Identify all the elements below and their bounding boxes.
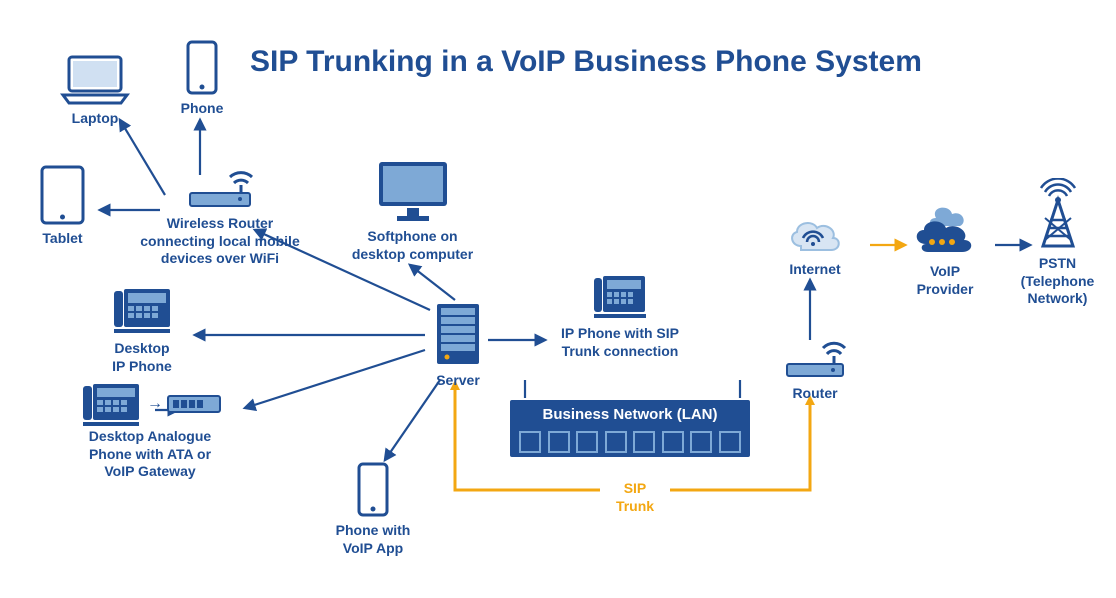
mobile-icon — [357, 462, 389, 517]
label-softphone: Softphone on desktop computer — [340, 228, 485, 263]
node-router: Router — [775, 338, 855, 403]
label-voip-provider: VoIP Provider — [900, 263, 990, 298]
node-desktop-ip-phone: Desktop IP Phone — [92, 285, 192, 375]
node-analogue-phone: → Desktop Analogue Phone with ATA or VoI… — [50, 380, 250, 481]
cloud-voip-icon — [906, 200, 984, 258]
lan-windows-icon — [510, 427, 750, 457]
ata-box-icon — [167, 395, 221, 413]
label-ip-phone-sip: IP Phone with SIP Trunk connection — [550, 325, 690, 360]
node-internet: Internet — [775, 210, 855, 279]
server-icon — [433, 302, 483, 367]
node-ip-phone-sip: IP Phone with SIP Trunk connection — [550, 272, 690, 360]
label-tablet: Tablet — [25, 230, 100, 248]
tower-icon — [1033, 178, 1083, 250]
node-business-lan: Business Network (LAN) — [510, 400, 750, 457]
node-wireless-router: Wireless Router connecting local mobile … — [135, 165, 305, 268]
wireless-router-icon — [180, 165, 260, 210]
label-server: Server — [428, 372, 488, 390]
cloud-internet-icon — [783, 210, 847, 256]
tablet-icon — [40, 165, 85, 225]
label-laptop: Laptop — [40, 110, 150, 128]
label-internet: Internet — [775, 261, 855, 279]
node-phone: Phone — [172, 40, 232, 118]
laptop-icon — [59, 55, 131, 105]
title-text: SIP Trunking in a VoIP Business Phone Sy… — [250, 45, 922, 78]
ip-phone-icon — [591, 272, 649, 320]
node-laptop: Laptop — [40, 55, 150, 128]
label-wireless-router: Wireless Router connecting local mobile … — [135, 215, 305, 268]
phone-icon — [186, 40, 218, 95]
label-router: Router — [775, 385, 855, 403]
analogue-phone-icon — [79, 380, 143, 428]
label-pstn: PSTN (Telephone Network) — [1010, 255, 1105, 308]
sip-trunk-label: SIP Trunk — [600, 480, 670, 515]
label-analogue-phone: Desktop Analogue Phone with ATA or VoIP … — [50, 428, 250, 481]
label-business-lan: Business Network (LAN) — [510, 400, 750, 427]
router-icon — [779, 338, 851, 380]
monitor-icon — [373, 158, 453, 223]
label-voip-app-phone: Phone with VoIP App — [328, 522, 418, 557]
label-desktop-ip-phone: Desktop IP Phone — [92, 340, 192, 375]
node-softphone: Softphone on desktop computer — [340, 158, 485, 263]
diagram-title: SIP Trunking in a VoIP Business Phone Sy… — [250, 45, 922, 79]
node-voip-provider: VoIP Provider — [900, 200, 990, 298]
node-voip-app-phone: Phone with VoIP App — [328, 462, 418, 557]
node-server: Server — [428, 302, 488, 390]
label-phone: Phone — [172, 100, 232, 118]
label-sip-trunk: SIP Trunk — [600, 480, 670, 515]
node-pstn: PSTN (Telephone Network) — [1010, 178, 1105, 308]
node-tablet: Tablet — [25, 165, 100, 248]
desk-phone-icon — [110, 285, 174, 335]
